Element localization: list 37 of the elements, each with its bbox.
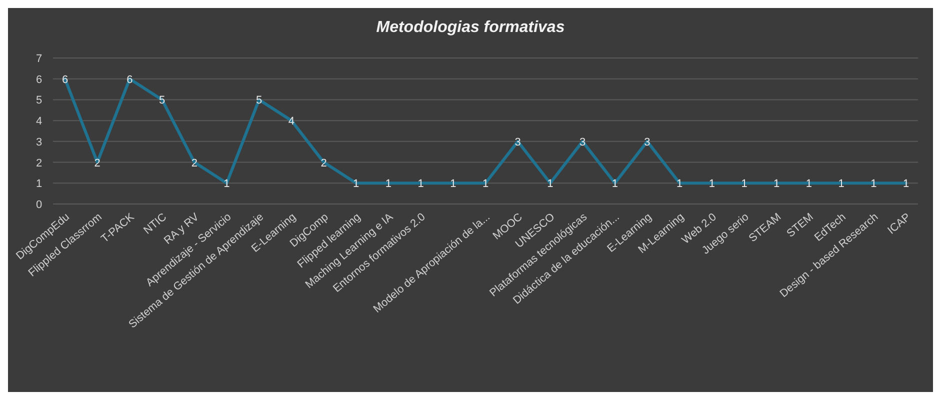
data-label: 1 <box>224 178 230 190</box>
data-label: 1 <box>385 178 392 190</box>
data-label: 3 <box>514 136 521 148</box>
data-label: 1 <box>418 178 424 190</box>
data-label: 1 <box>902 178 910 190</box>
data-label: 1 <box>676 178 683 190</box>
data-label: 1 <box>547 178 554 190</box>
y-tick-label: 3 <box>36 136 42 148</box>
data-label: 1 <box>806 178 812 190</box>
line-series <box>64 77 908 185</box>
data-label: 5 <box>158 94 166 107</box>
y-tick-label: 7 <box>36 53 42 65</box>
y-tick-label: 4 <box>36 116 42 128</box>
data-label: 5 <box>256 94 262 107</box>
data-label: 2 <box>94 157 100 170</box>
data-label: 1 <box>612 178 618 190</box>
data-label: 3 <box>579 136 586 148</box>
data-label: 1 <box>482 178 489 190</box>
data-label: 1 <box>774 178 780 190</box>
data-label: 2 <box>191 157 198 170</box>
y-tick-label: 1 <box>36 178 42 190</box>
data-label: 6 <box>62 74 68 86</box>
data-label: 6 <box>126 74 133 86</box>
data-label: 1 <box>838 178 844 190</box>
data-label: 1 <box>450 178 456 190</box>
data-label: 1 <box>741 178 748 190</box>
data-label: 4 <box>288 116 294 128</box>
data-label: 1 <box>870 178 877 190</box>
y-tick-label: 2 <box>36 157 42 170</box>
data-label: 1 <box>708 178 715 190</box>
y-tick-label: 0 <box>36 199 42 211</box>
data-label: 1 <box>353 178 360 190</box>
y-tick-label: 5 <box>36 94 42 107</box>
y-tick-label: 6 <box>36 74 42 86</box>
data-label: 2 <box>320 157 327 170</box>
data-label: 3 <box>644 136 650 148</box>
chart-title: Metodologias formativas <box>376 19 565 36</box>
